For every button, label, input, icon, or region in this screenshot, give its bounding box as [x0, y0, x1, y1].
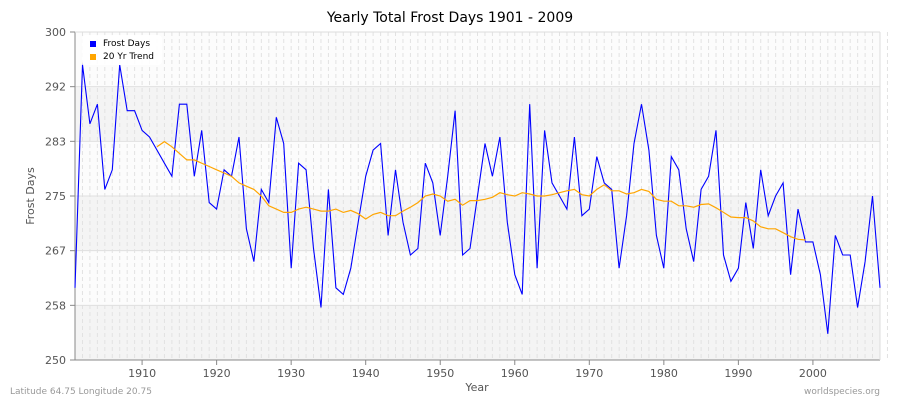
y-tick-label: 258 — [45, 299, 66, 312]
trend-line — [156, 140, 806, 241]
x-tick-label: 1950 — [426, 367, 454, 380]
y-tick-label: 300 — [45, 26, 66, 39]
legend-label: 20 Yr Trend — [103, 51, 155, 62]
x-axis-label: Year — [464, 381, 489, 394]
x-tick-label: 1910 — [128, 367, 156, 380]
legend-swatch-trend — [90, 53, 96, 60]
legend-item-trend: 20 Yr Trend — [90, 50, 154, 63]
legend-swatch-frost-days — [90, 40, 96, 47]
y-axis-label: Frost Days — [24, 167, 37, 225]
x-tick-label: 1920 — [203, 367, 231, 380]
y-tick-label: 292 — [45, 81, 66, 94]
x-tick-label: 1960 — [501, 367, 529, 380]
x-tick-label: 1930 — [277, 367, 305, 380]
legend-label: Frost Days — [103, 38, 151, 49]
y-tick-label: 283 — [45, 135, 66, 148]
chart-title: Yearly Total Frost Days 1901 - 2009 — [326, 10, 573, 26]
legend-item-frost-days: Frost Days — [90, 37, 154, 50]
frost-days-line — [74, 64, 881, 334]
footer-location: Latitude 64.75 Longitude 20.75 — [10, 387, 152, 397]
footer-source: worldspecies.org — [804, 387, 880, 397]
x-tick-label: 1970 — [575, 367, 603, 380]
x-tick-label: 2000 — [799, 367, 827, 380]
legend: Frost Days 20 Yr Trend — [82, 35, 163, 65]
y-tick-label: 267 — [45, 245, 66, 258]
y-tick-label: 250 — [45, 354, 66, 367]
y-tick-label: 275 — [45, 190, 66, 203]
x-tick-label: 1940 — [352, 367, 380, 380]
x-tick-label: 1990 — [724, 367, 752, 380]
x-tick-label: 1980 — [650, 367, 678, 380]
